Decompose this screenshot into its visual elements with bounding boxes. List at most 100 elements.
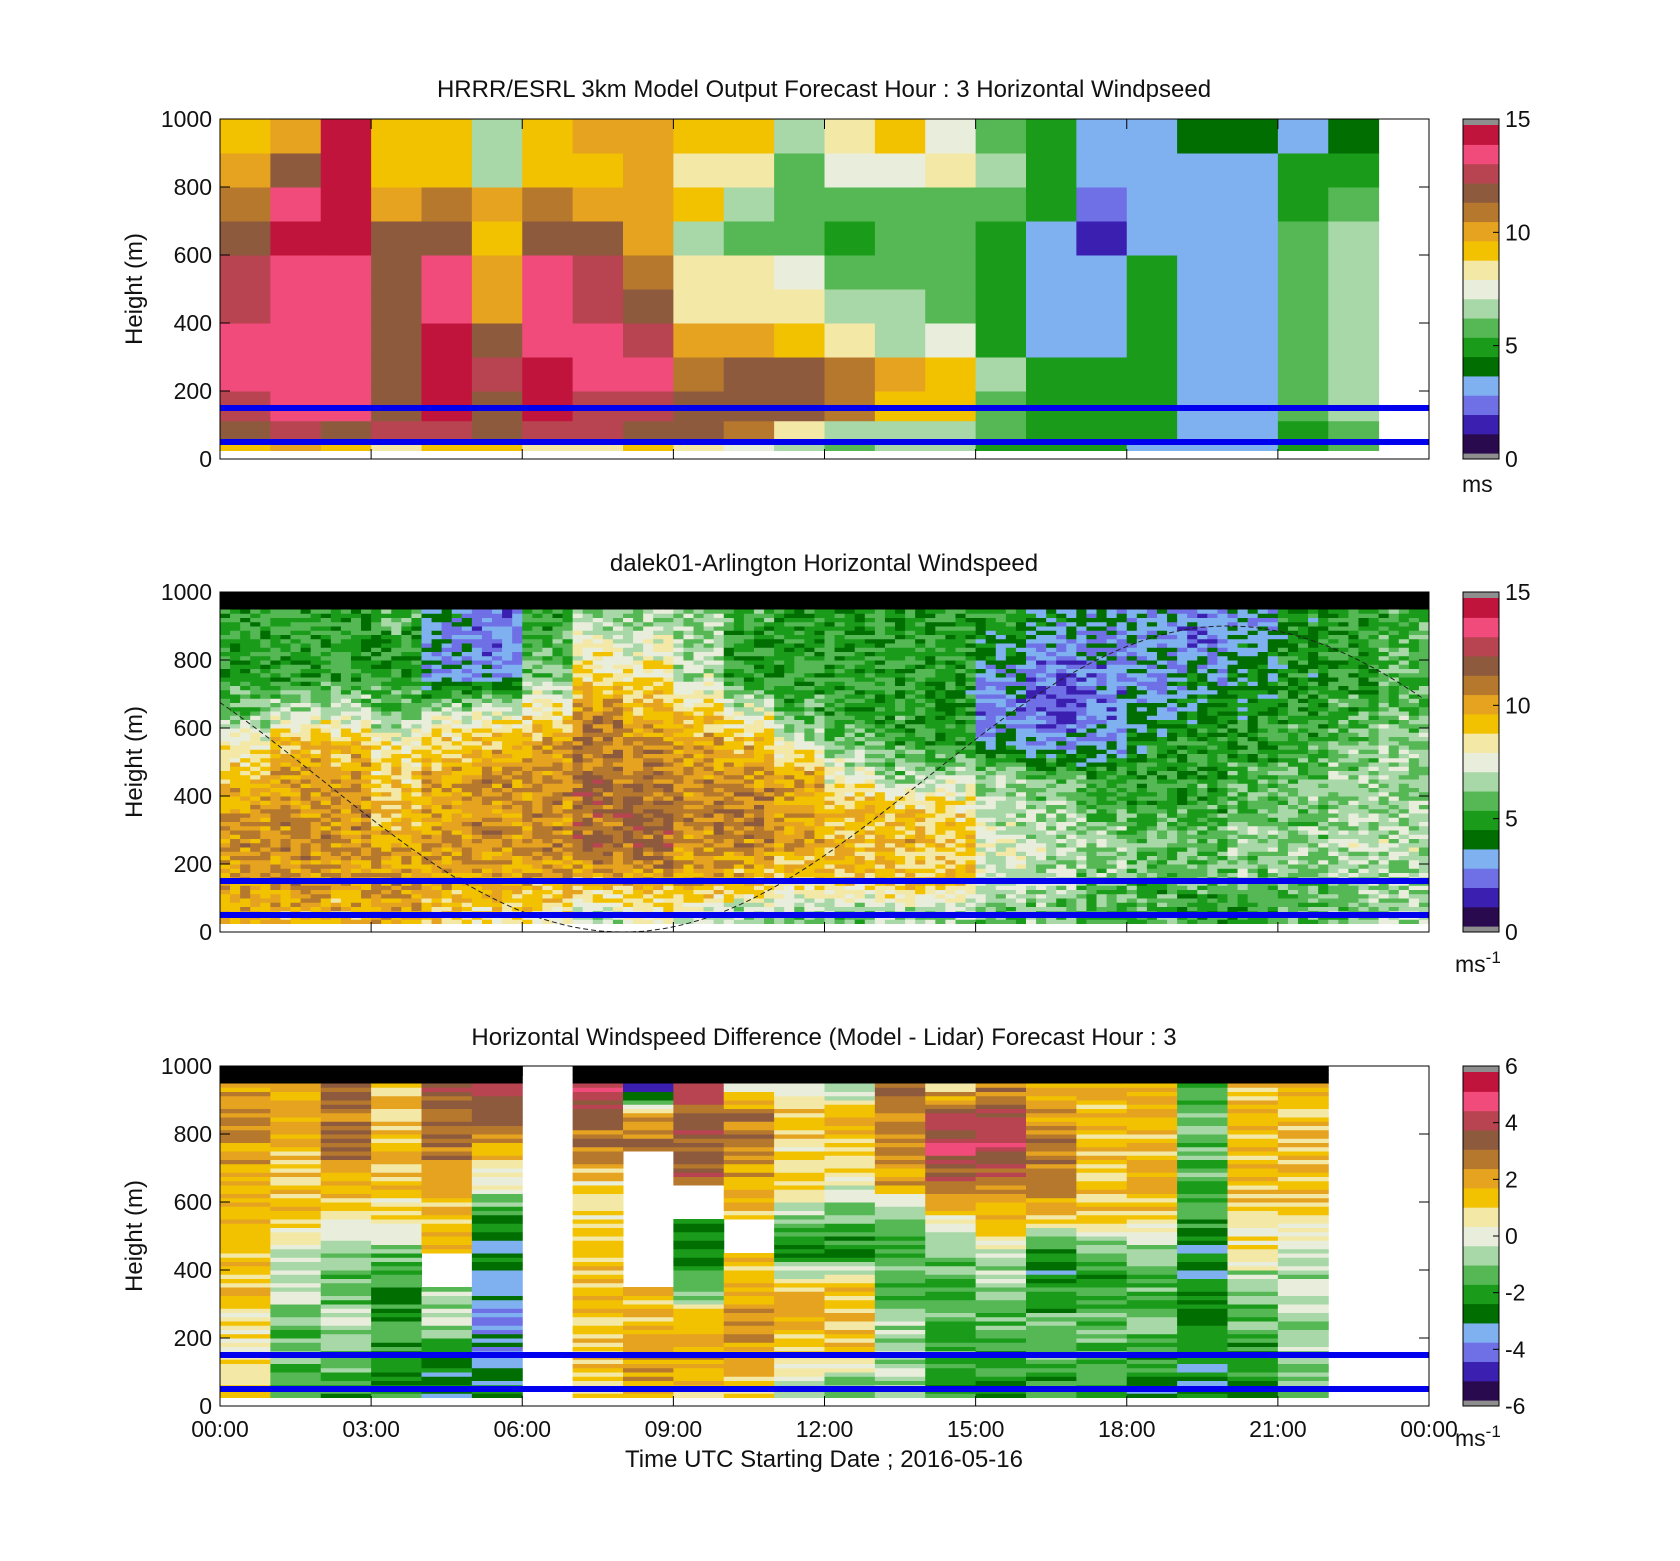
heatmap-cell [451,728,463,733]
heatmap-cell [320,834,332,839]
heatmap-cell [673,617,684,623]
heatmap-cell [220,634,231,640]
heatmap-cell [673,800,684,805]
heatmap-cell [764,609,775,614]
heatmap-cell [240,851,251,856]
heatmap-cell [250,647,261,652]
heatmap-cell [774,613,785,618]
heatmap-cell [975,420,1027,443]
heatmap-cell [623,689,634,695]
heatmap-cell [300,906,312,912]
heatmap-cell [1026,323,1077,358]
heatmap-cell [391,723,402,729]
heatmap-cell [481,859,493,865]
heatmap-cell [572,830,584,835]
heatmap-cell [633,634,644,640]
heatmap-cell [310,842,322,848]
heatmap-cell [371,255,422,290]
heatmap-cell [693,600,705,606]
heatmap-cell [512,617,523,623]
heatmap-cell [461,800,473,805]
heatmap-cell [572,723,584,729]
heatmap-cell [340,655,352,661]
heatmap-cell [330,706,342,712]
heatmap-cell [481,596,493,601]
heatmap-cell [512,855,523,861]
heatmap-cell [804,800,815,805]
heatmap-cell [502,898,513,903]
heatmap-cell [471,740,483,746]
heatmap-cell [300,898,312,903]
heatmap-cell [300,672,312,678]
heatmap-cell [663,893,674,899]
heatmap-cell [522,766,533,771]
heatmap-cell [552,715,564,720]
heatmap-cell [804,770,815,776]
heatmap-cell [310,651,322,657]
heatmap-cell [350,740,362,746]
heatmap-cell [693,906,705,912]
heatmap-cell [371,596,382,601]
heatmap-cell [230,604,241,610]
heatmap-cell [1177,187,1228,222]
heatmap-cell [1076,323,1128,358]
heatmap-cell [663,626,674,631]
heatmap-cell [562,838,574,844]
heatmap-cell [703,791,715,797]
heatmap-cell [733,626,745,631]
heatmap-cell [602,906,614,912]
heatmap-cell [502,864,513,869]
heatmap-cell [350,749,362,754]
heatmap-cell [683,630,695,635]
heatmap-cell [653,817,664,822]
heatmap-cell [703,855,715,861]
heatmap-cell [874,119,926,154]
heatmap-cell [784,630,795,635]
heatmap-cell [310,613,322,618]
heatmap-cell [552,702,564,708]
heatmap-cell [361,719,372,725]
heatmap-cell [713,651,725,657]
heatmap-cell [733,638,745,644]
heatmap-cell [230,728,241,733]
heatmap-cell [753,626,765,631]
heatmap-cell [461,851,473,856]
colorbar-tick-label: 5 [1505,333,1518,359]
heatmap-cell [411,770,422,776]
heatmap-cell [250,651,261,657]
heatmap-cell [401,681,412,686]
heatmap-cell [623,719,634,725]
heatmap-cell [451,706,463,712]
heatmap-cell [774,664,785,669]
heatmap-cell [552,630,564,635]
heatmap-cell [592,770,604,776]
heatmap-cell [733,711,745,716]
heatmap-cell [683,668,695,674]
heatmap-cell [471,609,483,614]
heatmap-cell [582,864,594,869]
heatmap-cell [361,596,372,601]
heatmap-cell [673,868,684,873]
heatmap-cell [643,668,654,674]
heatmap-cell [330,723,342,729]
heatmap-cell [602,651,614,657]
heatmap-cell [421,643,433,648]
heatmap-cell [764,906,775,912]
heatmap-cell [320,779,332,784]
heatmap-cell [673,817,684,822]
heatmap-cell [552,766,564,771]
heatmap-cell [512,885,523,890]
heatmap-cell [320,906,332,912]
heatmap-cell [381,604,392,610]
heatmap-cell [280,838,292,844]
heatmap-cell [572,868,584,873]
heatmap-cell [411,617,422,623]
heatmap-cell [270,626,281,631]
heatmap-cell [260,732,271,737]
heatmap-cell [340,779,352,784]
heatmap-cell [1126,289,1178,324]
heatmap-cell [280,604,292,610]
heatmap-cell [391,842,402,848]
heatmap-cell [260,825,271,831]
heatmap-cell [1126,357,1178,392]
